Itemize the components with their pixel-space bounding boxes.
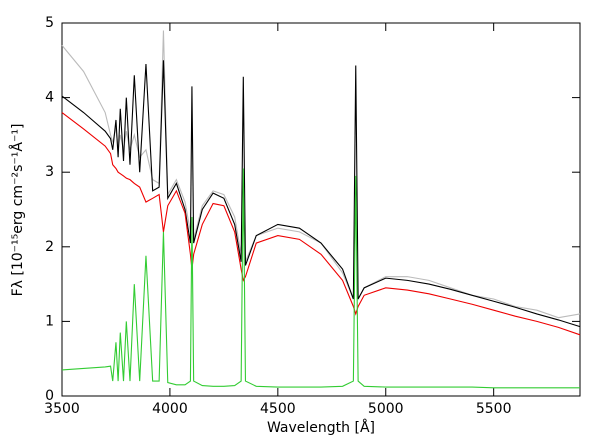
plot-frame <box>61 22 581 397</box>
series-line <box>61 30 581 319</box>
x-tick-label: 4500 <box>260 401 296 417</box>
y-tick-label: 1 <box>45 313 54 329</box>
x-tick-label: 4000 <box>152 401 188 417</box>
y-tick-label: 0 <box>45 388 54 404</box>
series-line <box>61 112 581 336</box>
y-tick-label: 5 <box>45 15 54 31</box>
series-line <box>61 168 580 389</box>
y-tick-label: 4 <box>45 90 54 106</box>
x-axis-label: Wavelength [Å] <box>267 419 375 436</box>
x-tick-label: 3500 <box>44 401 80 417</box>
x-tick-label: 5500 <box>476 401 512 417</box>
x-tick-label: 5000 <box>368 401 404 417</box>
y-tick-label: 2 <box>45 239 54 255</box>
y-axis-label: Fλ [10⁻¹⁵erg cm⁻²s⁻¹Å⁻¹] <box>9 124 26 297</box>
y-tick-label: 3 <box>45 164 54 180</box>
series-line <box>61 60 581 328</box>
